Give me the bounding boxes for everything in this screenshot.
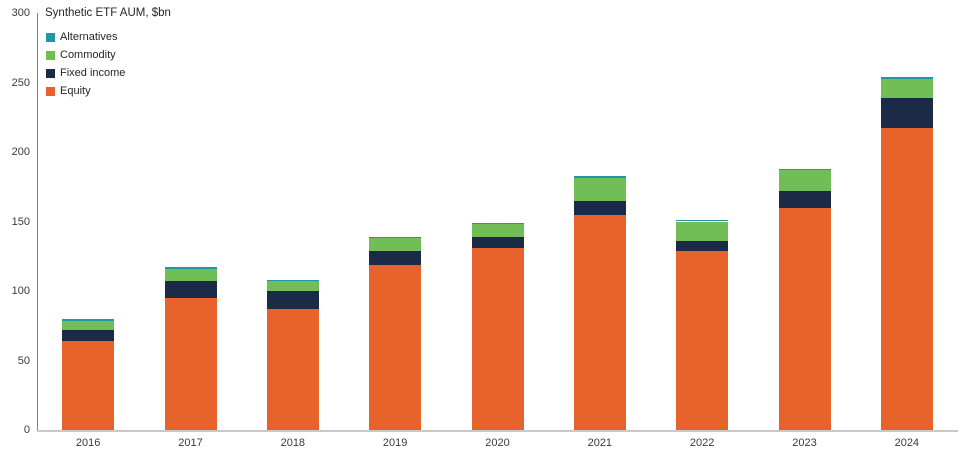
bar-segment-equity-2021 [573, 214, 626, 430]
bar-segment-alternatives-2023 [778, 168, 831, 171]
x-axis-label-2021: 2021 [587, 437, 613, 449]
legend-item-alternatives: Alternatives [46, 28, 125, 46]
chart-title: Synthetic ETF AUM, $bn [45, 7, 171, 19]
legend: Alternatives Commodity Fixed income Equity [46, 28, 125, 100]
x-axis-label-2019: 2019 [382, 437, 408, 449]
y-tick-label: 50 [17, 354, 30, 367]
bar-segment-commodity-2020 [471, 224, 524, 237]
bar-segment-commodity-2024 [880, 79, 933, 99]
bar-segment-equity-2017 [164, 297, 217, 430]
bar-segment-alternatives-2024 [880, 76, 933, 80]
bar-segment-fixed-income-2024 [880, 98, 933, 129]
x-axis-label-2018: 2018 [280, 437, 306, 449]
bar-segment-fixed-income-2023 [778, 190, 831, 208]
x-axis-label-2023: 2023 [792, 437, 817, 449]
bar-segment-equity-2018 [266, 309, 319, 430]
bar-segment-fixed-income-2020 [471, 236, 524, 248]
x-axis-label-2017: 2017 [178, 437, 203, 449]
legend-swatch-icon [46, 68, 55, 78]
legend-label: Equity [60, 85, 91, 97]
bar-segment-equity-2024 [880, 128, 933, 430]
y-tick-label: 150 [11, 215, 30, 228]
legend-item-fixed-income: Fixed income [46, 64, 125, 82]
bar-segment-commodity-2016 [62, 320, 115, 330]
x-axis-label-2020: 2020 [485, 437, 510, 449]
legend-swatch-icon [46, 32, 55, 42]
x-axis-label-2024: 2024 [894, 437, 920, 449]
y-tick-label: 100 [11, 285, 30, 297]
y-tick-label: 250 [11, 76, 30, 89]
bar-segment-fixed-income-2018 [266, 291, 319, 310]
y-axis-line [37, 13, 38, 431]
bar-segment-commodity-2022 [676, 221, 729, 241]
bar-segment-commodity-2019 [369, 238, 422, 251]
bar-segment-equity-2019 [369, 264, 422, 430]
legend-item-equity: Equity [46, 82, 125, 100]
x-axis-label-2022: 2022 [689, 437, 715, 449]
bar-segment-alternatives-2020 [471, 222, 524, 225]
bar-segment-alternatives-2021 [573, 176, 626, 179]
x-axis-line [37, 430, 958, 432]
bar-segment-alternatives-2018 [266, 279, 319, 282]
bar-segment-commodity-2021 [573, 178, 626, 201]
y-tick-label: 200 [11, 146, 30, 158]
bar-segment-fixed-income-2016 [62, 329, 115, 342]
bar-segment-alternatives-2017 [164, 267, 217, 269]
legend-item-commodity: Commodity [46, 46, 125, 64]
legend-swatch-icon [46, 50, 55, 60]
bar-segment-fixed-income-2022 [676, 240, 729, 251]
bar-segment-equity-2022 [676, 250, 729, 430]
bar-segment-commodity-2018 [266, 281, 319, 291]
bar-segment-fixed-income-2021 [573, 200, 626, 215]
bar-segment-fixed-income-2019 [369, 250, 422, 265]
bar-segment-alternatives-2022 [676, 220, 729, 222]
bar-segment-commodity-2023 [778, 170, 831, 191]
bar-segment-equity-2023 [778, 207, 831, 430]
bar-segment-alternatives-2016 [62, 318, 115, 321]
bar-segment-alternatives-2019 [369, 236, 422, 239]
bar-segment-equity-2020 [471, 247, 524, 430]
legend-swatch-icon [46, 86, 55, 96]
bar-segment-equity-2016 [62, 341, 115, 430]
legend-label: Commodity [60, 49, 116, 61]
legend-label: Fixed income [60, 67, 126, 79]
bar-segment-fixed-income-2017 [164, 281, 217, 298]
x-axis-label-2016: 2016 [75, 437, 101, 449]
legend-label: Alternatives [60, 31, 118, 43]
bar-segment-commodity-2017 [164, 268, 217, 282]
y-tick-label: 300 [11, 7, 30, 19]
y-tick-label: 0 [23, 424, 30, 436]
